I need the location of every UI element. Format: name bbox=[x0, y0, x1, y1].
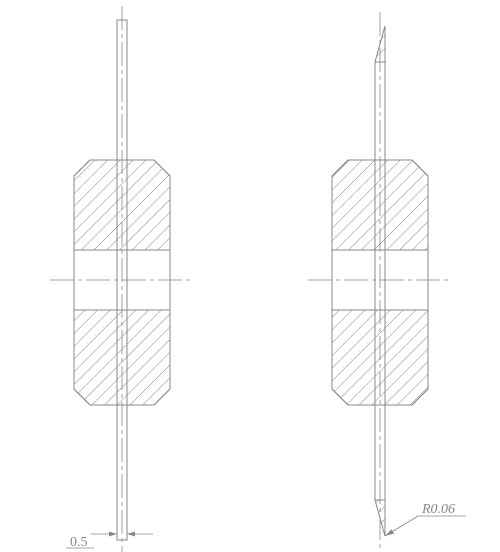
dim-stem-width: 0.5 bbox=[70, 535, 88, 550]
right-figure: R0.06 bbox=[308, 12, 466, 550]
dim-tip-radius: R0.06 bbox=[421, 502, 455, 517]
left-figure: 0.5 bbox=[50, 6, 194, 552]
